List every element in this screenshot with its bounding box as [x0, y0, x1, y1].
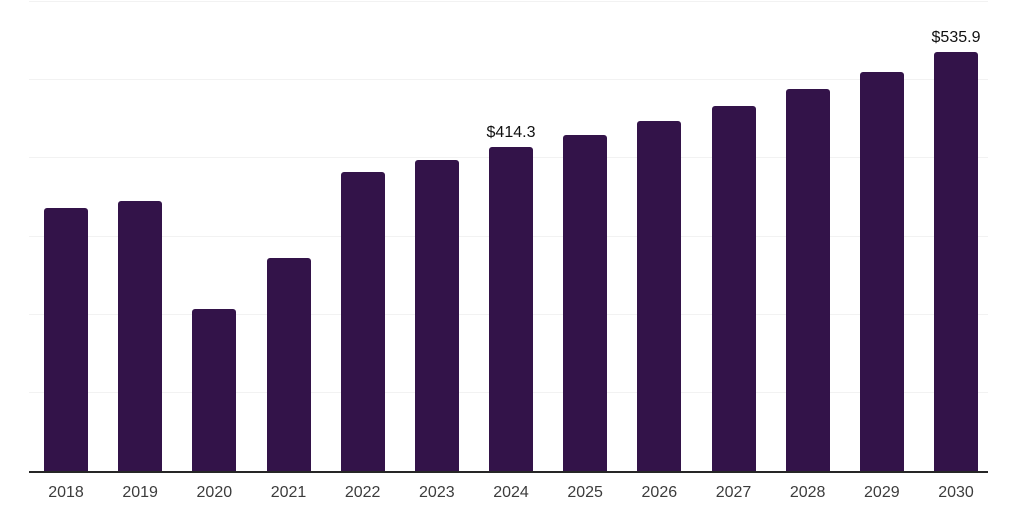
- x-tick-2027: 2027: [715, 484, 752, 501]
- x-tick-2018: 2018: [48, 484, 84, 501]
- bar-2019: [118, 200, 163, 471]
- bar-2028: [785, 88, 830, 471]
- bar-2023: [414, 159, 459, 471]
- bar-2027: [711, 105, 756, 471]
- x-axis-tick-labels: 2018 2019 2020 2021 2022 2023 2024 2025 2026 2027…: [29, 484, 988, 506]
- bar-2022: [340, 171, 385, 471]
- x-tick-2023: 2023: [419, 484, 455, 501]
- x-tick-2029: 2029: [864, 484, 900, 501]
- bar-2025: [563, 134, 608, 471]
- x-tick-2026: 2026: [641, 484, 678, 501]
- x-tick-2030: 2030: [938, 484, 974, 501]
- bar-2021: [266, 258, 311, 471]
- x-axis-line: [29, 471, 988, 473]
- bar-2029: [859, 72, 904, 471]
- x-tick-2022: 2022: [344, 484, 381, 501]
- gridline: [29, 79, 988, 81]
- bar-2020: [192, 309, 237, 471]
- bar-2024: [489, 147, 533, 471]
- x-tick-2021: 2021: [270, 484, 307, 501]
- bar-2030: [934, 52, 978, 471]
- data-label-2030: $535.9: [931, 29, 981, 47]
- x-tick-2019: 2019: [122, 484, 158, 501]
- gridline: [29, 1, 988, 2]
- data-label-2024: $414.3: [486, 124, 536, 142]
- x-tick-2024: 2024: [493, 484, 529, 501]
- x-tick-2025: 2025: [567, 484, 603, 501]
- bar-2026: [637, 120, 682, 471]
- bar-2018: [44, 208, 88, 471]
- plot-area: $414.3 $535.9: [29, 1, 988, 473]
- x-tick-2020: 2020: [196, 484, 233, 501]
- x-tick-2028: 2028: [789, 484, 826, 501]
